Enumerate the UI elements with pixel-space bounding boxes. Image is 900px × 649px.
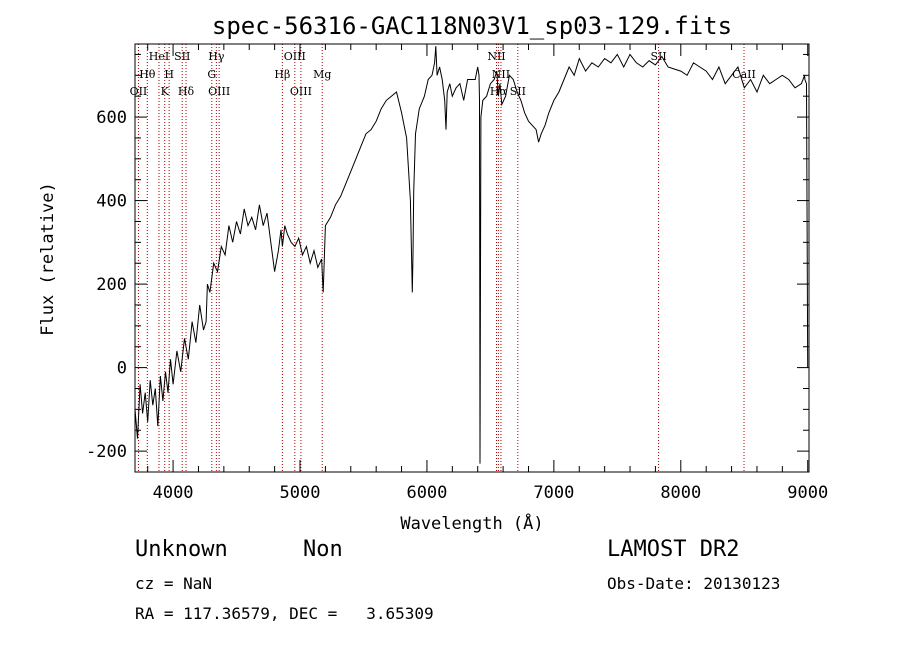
line-marker-label: Hβ	[274, 68, 290, 81]
subclass-label: Non	[303, 537, 343, 562]
line-marker-label: SII	[174, 50, 190, 63]
class-label: Unknown	[135, 537, 228, 562]
plot-frame	[134, 43, 810, 473]
y-tick-label: 400	[96, 192, 127, 212]
line-marker-label: H	[164, 68, 174, 81]
line-markers: OIIHθHeIKHSIIHδHγGOIIIHβOIIIOIIIMgNIIHαN…	[130, 44, 756, 472]
line-marker-label: Hδ	[178, 85, 195, 98]
line-marker-label: OIII	[284, 50, 306, 63]
line-marker-label: CaII	[732, 68, 756, 81]
line-marker-label: SII	[650, 50, 666, 63]
x-tick-label: 4000	[153, 483, 194, 503]
x-tick-label: 5000	[280, 483, 321, 503]
axis-ticks: 4000 5000 6000 7000 8000 9000 -200 0 200 400 600	[86, 44, 828, 503]
spectrum-line	[134, 46, 809, 464]
chart-title: spec-56316-GAC118N03V1_sp03-129.fits	[212, 12, 732, 40]
spectrum-series	[134, 46, 809, 464]
line-marker-label: NII	[487, 50, 505, 63]
y-tick-label: 0	[117, 359, 127, 379]
y-axis-label: Flux (relative)	[38, 182, 58, 336]
line-marker-label: G	[207, 68, 216, 81]
x-axis-label: Wavelength (Å)	[400, 512, 543, 534]
line-marker-label: OIII	[290, 85, 312, 98]
x-tick-label: 7000	[533, 483, 574, 503]
line-marker-label: Mg	[313, 68, 331, 81]
coordinates-readout: RA = 117.36579, DEC = 3.65309	[135, 604, 434, 623]
line-marker-label: Hγ	[208, 50, 225, 63]
y-tick-label: -200	[86, 442, 127, 462]
survey-label: LAMOST DR2	[607, 537, 740, 562]
x-tick-label: 9000	[787, 483, 828, 503]
x-tick-label: 6000	[406, 483, 447, 503]
obs-date-readout: Obs-Date: 20130123	[607, 574, 781, 593]
y-tick-label: 600	[96, 108, 127, 128]
line-marker-label: HeI	[149, 50, 169, 63]
redshift-readout: cz = NaN	[135, 574, 213, 593]
x-tick-label: 8000	[660, 483, 701, 503]
line-marker-label: OII	[130, 85, 148, 98]
line-marker-label: OIII	[208, 85, 230, 98]
line-marker-label: SII	[510, 85, 526, 98]
line-marker-label: K	[161, 85, 170, 98]
y-tick-label: 200	[96, 275, 127, 295]
line-marker-label: Hθ	[139, 68, 156, 81]
